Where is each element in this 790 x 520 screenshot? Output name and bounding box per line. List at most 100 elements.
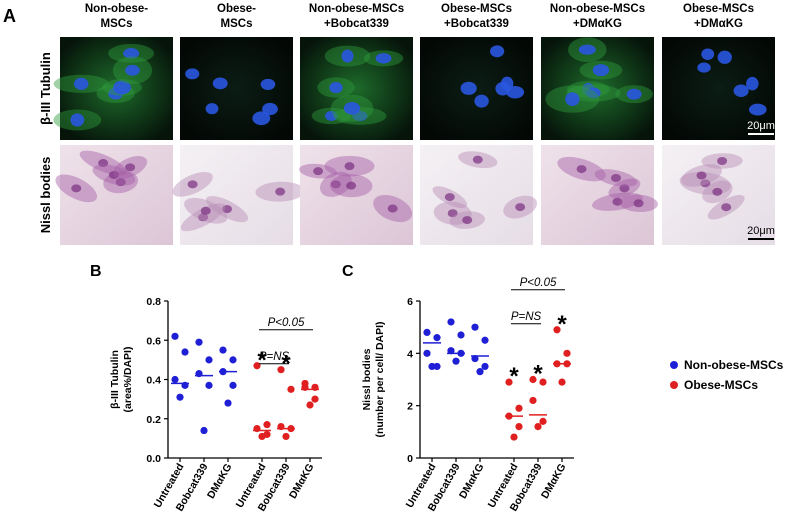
data-point <box>306 401 314 409</box>
column-header: +DMαKG <box>694 18 743 30</box>
data-point <box>481 362 489 371</box>
nucleus <box>313 167 324 176</box>
micrograph <box>300 37 413 140</box>
nucleus <box>696 171 707 180</box>
data-point <box>505 378 513 386</box>
nucleus <box>565 92 580 107</box>
nucleus <box>619 184 630 193</box>
nucleus <box>387 204 398 213</box>
significance-marker: * <box>533 361 543 388</box>
nucleus <box>329 81 343 94</box>
nucleus <box>515 203 526 212</box>
data-point <box>529 396 537 405</box>
nucleus <box>733 84 749 97</box>
data-point <box>539 378 547 386</box>
column-header: +DMαKG <box>573 18 622 30</box>
nucleus <box>125 163 136 172</box>
legend-swatch <box>670 361 678 369</box>
nucleus <box>71 184 82 193</box>
nucleus <box>222 205 233 214</box>
column-header: +Bobcat339 <box>324 18 389 30</box>
data-point <box>510 433 518 441</box>
micrograph <box>541 145 654 245</box>
data-point <box>229 356 237 364</box>
data-point <box>558 378 566 386</box>
p-value: P<0.05 <box>268 317 305 329</box>
y-axis-label: (number per cell/ DAPI) <box>374 321 386 437</box>
column-header: Obese-MSCs <box>441 3 512 15</box>
column-header: MSCs <box>221 18 253 30</box>
micrograph <box>60 145 173 245</box>
nucleus <box>490 45 505 58</box>
nucleus <box>586 87 601 99</box>
y-tick-label: 0.6 <box>146 335 161 347</box>
nucleus <box>205 103 219 115</box>
nucleus <box>346 181 357 190</box>
nucleus <box>697 62 711 73</box>
y-tick-label: 2 <box>407 401 413 413</box>
nucleus <box>262 102 278 116</box>
data-point <box>423 349 431 357</box>
nucleus <box>592 64 610 77</box>
nucleus <box>330 180 341 189</box>
data-point <box>515 423 523 431</box>
nucleus <box>375 53 392 64</box>
data-point <box>205 381 213 389</box>
data-point <box>476 368 484 376</box>
micrograph <box>300 145 413 245</box>
p-value: P=NS <box>259 351 290 363</box>
nucleus <box>701 48 715 60</box>
significance-marker: * <box>557 311 567 338</box>
data-point <box>428 362 436 371</box>
p-value: P=NS <box>511 311 542 323</box>
nucleus <box>721 203 732 212</box>
data-point <box>287 385 295 393</box>
legend-label: Obese-MSCs <box>684 378 758 392</box>
nucleus <box>462 216 473 225</box>
y-tick-label: 0.8 <box>146 296 161 308</box>
nucleus <box>495 81 511 96</box>
data-point <box>219 346 227 354</box>
column-header: +Bobcat339 <box>444 18 509 30</box>
data-point <box>447 347 455 355</box>
data-point <box>205 356 213 364</box>
row-label: Nissl bodies <box>38 157 53 234</box>
nucleus <box>612 197 623 206</box>
row-label: β-III Tubulin <box>38 52 53 125</box>
y-tick-label: 0.4 <box>146 375 161 387</box>
data-point <box>481 336 489 344</box>
nucleus <box>633 199 644 208</box>
data-point <box>515 404 523 412</box>
y-axis-label: β-III Tubulin <box>109 350 121 409</box>
nucleus <box>474 94 489 108</box>
nucleus <box>187 180 198 189</box>
data-point <box>171 375 179 384</box>
significance-marker: * <box>509 363 519 390</box>
data-point <box>433 362 441 371</box>
data-point <box>423 328 431 336</box>
micrograph <box>180 145 293 245</box>
y-tick-label: 0.0 <box>146 453 161 465</box>
data-point <box>471 354 479 363</box>
data-point <box>529 375 537 384</box>
nucleus <box>717 156 728 165</box>
data-point <box>471 323 479 331</box>
scale-bar-label: 20μm <box>747 120 775 132</box>
nucleus <box>108 170 119 179</box>
column-header: Obese-MSCs <box>683 3 754 15</box>
data-point <box>181 348 189 356</box>
data-point <box>553 326 561 334</box>
nucleus <box>98 159 109 168</box>
data-point <box>253 362 261 370</box>
data-point <box>258 432 266 441</box>
significance-marker: * <box>257 347 267 374</box>
y-tick-label: 6 <box>407 296 413 308</box>
data-point <box>224 399 232 407</box>
nucleus <box>115 178 126 187</box>
data-point <box>457 331 465 339</box>
nucleus <box>185 68 200 80</box>
data-point <box>195 338 203 346</box>
data-point <box>171 332 179 340</box>
legend-swatch <box>670 381 678 389</box>
nucleus <box>113 80 131 95</box>
